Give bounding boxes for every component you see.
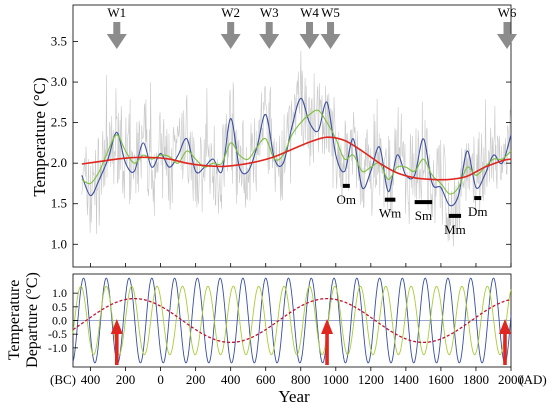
warm-event-label: W6: [498, 5, 517, 20]
solar-minimum-label: Om: [337, 192, 357, 207]
red-arrow-head: [499, 319, 511, 334]
red-arrow-shaft: [503, 332, 507, 365]
warm-event-arrow: W5: [320, 5, 341, 49]
year-x-axis-label: Year: [278, 387, 310, 406]
solar-minimum-label: Sm: [415, 208, 432, 223]
departure-y-axis-label-line2: Departure (°C): [24, 272, 41, 368]
green-smoothed-line: [81, 109, 512, 195]
red-marker-arrows: [110, 319, 511, 365]
x-tick-label: 800: [291, 372, 311, 387]
arrow-shaft: [113, 22, 121, 35]
solar-minimum-label: Dm: [468, 204, 488, 219]
warm-event-label: W4: [300, 5, 319, 20]
warm-event-arrows: W1 W2 W3 W4 W5 W6: [106, 5, 517, 49]
red-arrow: [110, 319, 123, 365]
x-tick-label: 400: [221, 372, 241, 387]
arrow-head: [497, 34, 517, 49]
solar-minimum-bar: [342, 183, 350, 188]
y-tick-label: 1.0: [52, 286, 67, 300]
solar-minimum-bar: [414, 200, 433, 205]
x-tick-label: 1600: [428, 372, 454, 387]
arrow-head: [259, 34, 280, 49]
y-tick-label: 3.5: [51, 34, 67, 49]
red-arrow: [321, 319, 334, 365]
blue-cycle-line: [72, 277, 512, 364]
arrow-head: [299, 34, 320, 49]
annual-reconstruction-line: [81, 50, 511, 247]
warm-event-label: W2: [221, 5, 240, 20]
y-tick-label: -1.0: [48, 341, 67, 355]
temperature-y-axis-label: Temperature (°C): [30, 77, 49, 196]
y-tick-label: 0.0: [52, 314, 67, 328]
warm-event-arrow: W3: [259, 5, 280, 49]
arrow-shaft: [265, 22, 273, 35]
x-tick-label: (AD): [519, 372, 546, 387]
temperature-panel: 1.0 1.5 2.0 2.5 3.0 3.5 W1 W2 W3 W4 W5 W6 Om Wm Sm Mm…: [30, 4, 517, 268]
x-tick-label: 200: [116, 372, 136, 387]
red-arrow-shaft: [115, 332, 119, 365]
y-tick-label: 2.0: [51, 155, 67, 170]
y-tick-label: 2.5: [51, 115, 67, 130]
warm-event-label: W1: [107, 5, 126, 20]
red-arrow-head: [321, 319, 334, 334]
year-x-ticks: (BC) 400 200 0 200 400 600 800 1000 1200 1400 1600 1…: [50, 263, 547, 387]
red-arrow-shaft: [325, 332, 329, 365]
temperature-y-ticks: 1.0 1.5 2.0 2.5 3.0 3.5: [51, 34, 511, 251]
arrow-shaft: [327, 22, 335, 35]
y-tick-label: 1.5: [51, 196, 67, 211]
departure-series-group: [72, 277, 512, 364]
solar-minimum-label: Mm: [444, 222, 466, 237]
solar-minimum-bar: [384, 197, 396, 202]
x-tick-label: 200: [186, 372, 206, 387]
smoothed-series-group: [81, 97, 512, 207]
arrow-head: [106, 34, 127, 49]
x-tick-label: 400: [81, 372, 101, 387]
red-long-cycle-line: [72, 297, 512, 344]
arrow-shaft: [306, 22, 314, 35]
x-tick-label: 2000: [498, 372, 524, 387]
x-tick-label: 0: [157, 372, 164, 387]
solar-minimum-bar: [448, 213, 462, 218]
departure-y-axis-label-line1: Temperature: [6, 280, 23, 361]
arrow-head: [320, 34, 341, 49]
x-tick-label: (BC): [50, 372, 76, 387]
red-trend-line: [81, 136, 512, 181]
warm-event-arrow: W6: [497, 5, 517, 49]
warm-event-arrow: W4: [299, 5, 320, 49]
y-tick-label: 0.5: [52, 300, 67, 314]
green-cycle-line: [72, 285, 512, 356]
arrow-shaft: [503, 22, 511, 35]
warm-event-label: W5: [321, 5, 340, 20]
y-tick-label: -0.5: [48, 327, 67, 341]
warm-event-label: W3: [260, 5, 279, 20]
y-tick-label: 3.0: [51, 74, 67, 89]
x-tick-label: 1800: [463, 372, 489, 387]
warm-event-arrow: W1: [106, 5, 127, 49]
y-tick-label: 1.0: [51, 236, 67, 251]
solar-minimum-bar: [474, 196, 482, 201]
x-tick-label: 1000: [323, 372, 349, 387]
solar-minimum-label: Wm: [379, 206, 401, 221]
departure-panel: 1.00.50.0-0.5-1.0 Temperature Departure …: [6, 272, 512, 368]
red-arrow: [499, 319, 511, 365]
blue-smoothed-line: [81, 97, 512, 207]
warm-event-arrow: W2: [220, 5, 241, 49]
x-tick-label: 600: [256, 372, 276, 387]
x-tick-label: 1400: [393, 372, 419, 387]
annual-reconstruction-series: [81, 50, 511, 247]
arrow-head: [220, 34, 241, 49]
departure-y-ticks: 1.00.50.0-0.5-1.0: [48, 286, 78, 355]
red-arrow-head: [110, 319, 123, 334]
arrow-shaft: [227, 22, 235, 35]
x-tick-label: 1200: [358, 372, 384, 387]
